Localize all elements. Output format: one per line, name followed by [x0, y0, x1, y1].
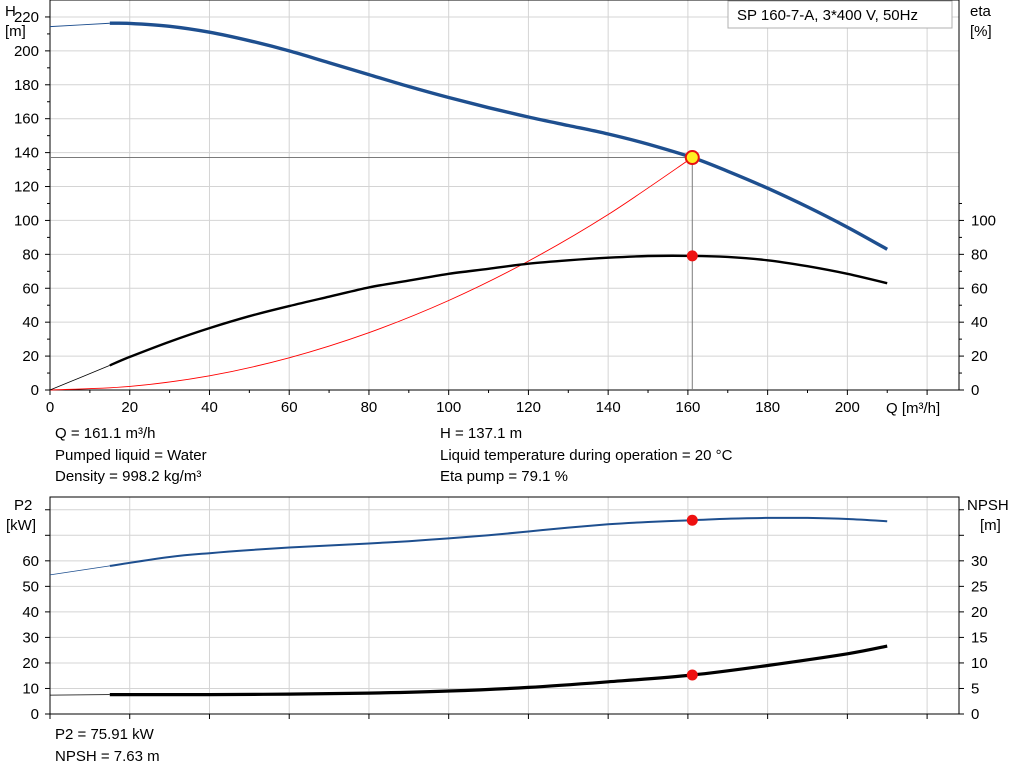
npsh-tick-label: 0	[971, 706, 979, 723]
p2-tick-label: 60	[22, 553, 39, 570]
p2-axis-title: P2	[14, 497, 32, 514]
p2-readout: P2 = 75.91 kW	[55, 726, 154, 743]
x-tick-label: 60	[281, 399, 298, 416]
x-tick-label: 0	[46, 399, 54, 416]
p2-tick-label: 40	[22, 604, 39, 621]
x-tick-label: 80	[361, 399, 378, 416]
h-tick-label: 20	[22, 348, 39, 365]
top-chart-ticks: 0 20 40 60 80 100 120 140 160 180 2000204060801001…	[14, 9, 996, 416]
x-tick-label: 140	[596, 399, 621, 416]
eta-tick-label: 20	[971, 348, 988, 365]
npsh-tick-label: 15	[971, 629, 988, 646]
eta-pump-readout: Eta pump = 79.1 %	[440, 468, 568, 485]
p2-tick-label: 0	[31, 706, 39, 723]
h-tick-label: 160	[14, 111, 39, 128]
h-tick-label: 180	[14, 77, 39, 94]
npsh-operating-point	[686, 669, 698, 681]
liquid-temperature-readout: Liquid temperature during operation = 20…	[440, 446, 733, 464]
npsh-tick-label: 25	[971, 578, 988, 595]
eta-tick-label: 60	[971, 280, 988, 297]
eta-tick-label: 80	[971, 246, 988, 263]
h-tick-label: 0	[31, 382, 39, 399]
eta-curve	[109, 254, 888, 367]
bottom-chart-grid	[50, 497, 959, 714]
q-axis-title: Q [m³/h]	[886, 400, 940, 417]
chart-title: SP 160-7-A, 3*400 V, 50Hz	[737, 7, 918, 24]
eta-axis-unit: [%]	[970, 23, 992, 40]
eta-curve-extension	[49, 365, 110, 391]
eta-tick-label: 0	[971, 382, 979, 399]
x-tick-label: 160	[675, 399, 700, 416]
bottom-chart-ticks: 0 10 20 30 40 50 60 0 5 10 15 20 25 30	[22, 509, 988, 723]
system-curve	[49, 157, 693, 391]
density-readout: Density = 998.2 kg/m³	[55, 468, 202, 485]
x-tick-label: 40	[201, 399, 218, 416]
x-tick-label: 180	[755, 399, 780, 416]
head-operating-point	[684, 150, 700, 166]
h-tick-label: 140	[14, 145, 39, 162]
h-tick-label: 40	[22, 314, 39, 331]
npsh-tick-label: 30	[971, 553, 988, 570]
npsh-tick-label: 10	[971, 655, 988, 672]
bottom-chart-curves	[49, 514, 888, 697]
eta-tick-label: 40	[971, 314, 988, 331]
info-left-block: Q = 161.1 m³/h Pumped liquid = Water Den…	[55, 423, 207, 488]
npsh-axis-title: NPSH	[967, 497, 1009, 514]
x-tick-label: 200	[835, 399, 860, 416]
h-tick-label: 100	[14, 212, 39, 229]
head-readout: H = 137.1 m	[440, 425, 523, 442]
head-curve	[109, 21, 889, 251]
info-bottom-block: P2 = 75.91 kW NPSH = 7.63 m	[55, 724, 160, 767]
h-tick-label: 80	[22, 246, 39, 263]
head-curve-extension	[49, 22, 110, 28]
bottom-plot-frame	[49, 496, 960, 715]
h-axis-unit: [m]	[5, 23, 26, 40]
p2-operating-point	[686, 514, 698, 526]
p2-tick-label: 10	[22, 680, 39, 697]
h-tick-label: 60	[22, 280, 39, 297]
flow-readout: Q = 161.1 m³/h	[55, 425, 156, 442]
p2-tick-label: 20	[22, 655, 39, 672]
eta-operating-point	[686, 250, 698, 262]
top-chart-curves	[49, 21, 889, 391]
p2-tick-label: 50	[22, 578, 39, 595]
top-chart-grid	[50, 0, 959, 390]
npsh-tick-label: 5	[971, 680, 979, 697]
eta-tick-label: 100	[971, 212, 996, 229]
eta-axis-title: eta	[970, 3, 992, 20]
x-tick-label: 20	[121, 399, 138, 416]
h-tick-label: 120	[14, 179, 39, 196]
h-axis-title: H	[5, 3, 16, 20]
p2-tick-label: 30	[22, 629, 39, 646]
npsh-curve	[109, 644, 888, 697]
npsh-axis-unit: [m]	[980, 517, 1001, 534]
h-tick-label: 200	[14, 43, 39, 60]
x-tick-label: 100	[436, 399, 461, 416]
pumped-liquid-readout: Pumped liquid = Water	[55, 446, 207, 464]
top-plot-frame	[49, 0, 960, 391]
p2-curve-extension	[49, 565, 110, 576]
x-tick-label: 120	[516, 399, 541, 416]
h-tick-label: 220	[14, 9, 39, 26]
npsh-readout: NPSH = 7.63 m	[55, 747, 160, 765]
npsh-tick-label: 20	[971, 604, 988, 621]
npsh-curve-extension	[49, 694, 110, 696]
info-right-block: H = 137.1 m Liquid temperature during op…	[440, 423, 732, 488]
p2-curve	[109, 516, 888, 567]
chart-title-box	[727, 0, 953, 29]
p2-axis-unit: [kW]	[6, 517, 36, 534]
